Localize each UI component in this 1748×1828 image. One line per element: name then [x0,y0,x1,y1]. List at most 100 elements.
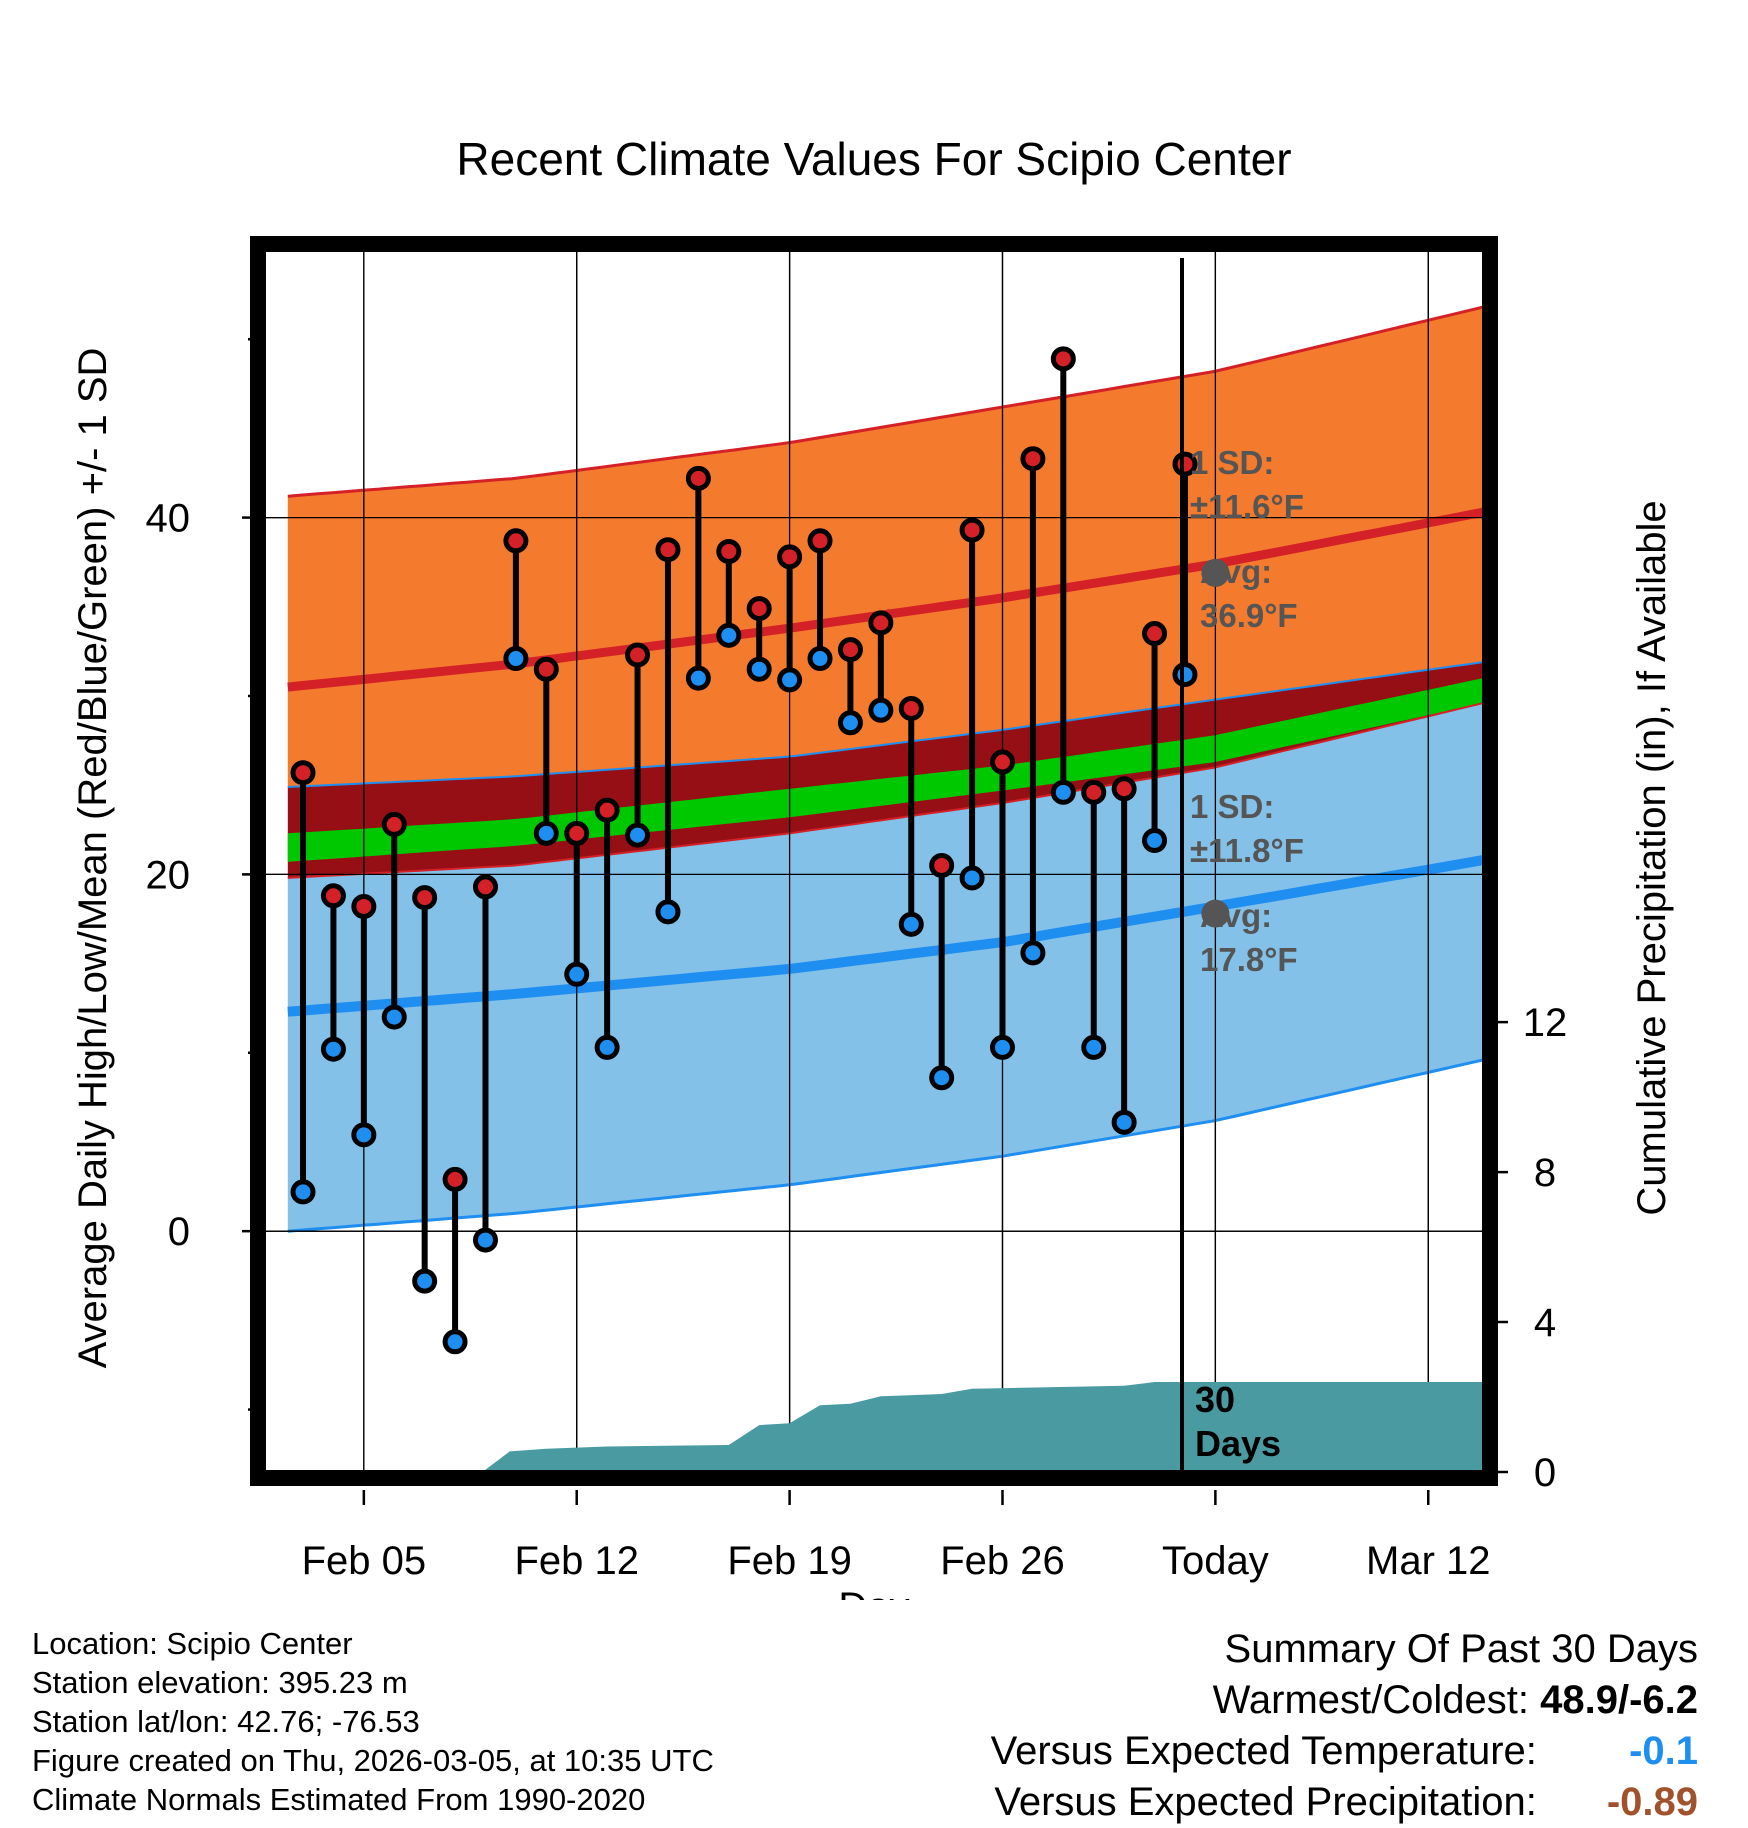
obs-high-point [564,820,590,846]
high-avg-label: Avg: [1200,553,1272,590]
obs-low-point [685,665,711,691]
low-avg-label: Avg: [1200,897,1272,934]
y-left-tick-label: 40 [146,497,191,541]
obs-low-point [1111,1109,1137,1135]
high-upper-line [287,305,1483,498]
obs-high-point [503,528,529,554]
x-tick-label: Today [1162,1539,1269,1583]
temp-departure-row: Versus Expected Temperature: -0.1 [991,1726,1698,1777]
y-right-tick-label: 4 [1534,1301,1556,1345]
obs-high-point [381,811,407,837]
low-upper-line [287,702,1483,879]
obs-low-point [381,1004,407,1030]
obs-low-point [412,1268,438,1294]
obs-low-point [1020,940,1046,966]
warm-cold-label: Warmest/Coldest: [1212,1678,1529,1722]
obs-low-point [625,822,651,848]
obs-low-point [837,710,863,736]
obs-high-point [868,610,894,636]
latlon-text: Station lat/lon: 42.76; -76.53 [32,1704,420,1739]
obs-high-point [1020,446,1046,472]
obs-high-point [807,528,833,554]
created-text: Figure created on Thu, 2026-03-05, at 10… [32,1743,714,1778]
chart-title: Recent Climate Values For Scipio Center [456,133,1291,185]
warm-cold-value: 48.9/-6.2 [1540,1678,1698,1722]
obs-high-point [442,1166,468,1192]
summary-panel: Summary Of Past 30 Days Warmest/Coldest:… [991,1624,1698,1828]
y-axis-left-label: Average Daily High/Low/Mean (Red/Blue/Gr… [71,348,115,1369]
annotations: 1 SD: ±11.6°F Avg: 36.9°F 1 SD: ±11.8°F … [1180,258,1304,1472]
obs-high-point [594,797,620,823]
high-sd-label: 1 SD: [1190,444,1274,481]
plot-frame [250,236,1498,1486]
temp-departure-value: -0.1 [1629,1729,1698,1773]
obs-low-point [290,1179,316,1205]
x-tick-label: Feb 19 [727,1539,852,1583]
precip-departure-label: Versus Expected Precipitation: [994,1780,1537,1824]
high-sd-value: ±11.6°F [1190,488,1304,525]
low-sd-value: ±11.8°F [1190,832,1304,869]
obs-low-point [320,1036,346,1062]
x-tick-label: Mar 12 [1366,1539,1491,1583]
precip-label-number: 30 [1195,1379,1235,1420]
normals-text: Climate Normals Estimated From 1990-2020 [32,1782,646,1817]
obs-low-point [716,622,742,648]
obs-low-point [746,656,772,682]
obs-high-point [1172,451,1198,477]
obs-high-point [1050,346,1076,372]
obs-low-point [1081,1034,1107,1060]
obs-high-point [1142,621,1168,647]
x-tick-label: Feb 12 [514,1539,639,1583]
obs-high-point [898,695,924,721]
obs-high-point [412,885,438,911]
obs-high-point [290,760,316,786]
y-right-tick-label: 12 [1523,1001,1568,1045]
precip-area-group [287,1382,1483,1472]
x-tick-label: Feb 26 [940,1539,1065,1583]
obs-high-point [533,656,559,682]
obs-low-point [1142,827,1168,853]
low-sd-label: 1 SD: [1190,788,1274,825]
observations [290,346,1198,1355]
high-avg-value: 36.9°F [1200,597,1298,634]
precip-departure-value: -0.89 [1606,1780,1698,1824]
obs-low-point [655,899,681,925]
y-axis-right-label: Cumulative Precipitation (in), If Availa… [1630,500,1674,1215]
obs-high-point [989,749,1015,775]
obs-low-point [959,865,985,891]
summary-heading: Summary Of Past 30 Days [1224,1627,1698,1671]
mean-band [287,678,1483,862]
obs-high-point [472,874,498,900]
obs-low-point [503,646,529,672]
obs-high-point [716,538,742,564]
precip-area [287,1382,1483,1472]
x-axis-label: Day [838,1585,909,1600]
obs-low-point [898,911,924,937]
obs-low-point [1172,662,1198,688]
precip-label-days: Days [1195,1423,1281,1464]
precip-departure-row: Versus Expected Precipitation: -0.89 [991,1777,1698,1828]
high-lower-line [287,661,1483,788]
obs-low-point [989,1034,1015,1060]
obs-high-point [959,517,985,543]
y-left-tick-label: 0 [168,1210,190,1254]
obs-low-point [351,1122,377,1148]
y-left-tick-label: 20 [146,853,191,897]
obs-low-point [442,1329,468,1355]
obs-high-point [929,852,955,878]
axes: 0 20 40 0 4 8 12 Feb 05 Feb 12 Feb 19 Feb 26 Today M… [146,337,1568,1583]
low-sd-band [287,703,1483,1232]
y-right-tick-label: 8 [1534,1151,1556,1195]
obs-low-point [594,1034,620,1060]
elevation-text: Station elevation: 395.23 m [32,1665,408,1700]
obs-high-point [685,465,711,491]
x-tick-label: Feb 05 [302,1539,427,1583]
low-avg-marker [1201,899,1230,928]
obs-high-point [320,883,346,909]
obs-high-point [655,537,681,563]
obs-low-point [868,697,894,723]
obs-low-point [807,646,833,672]
y-right-tick-label: 0 [1534,1451,1556,1495]
obs-high-point [1081,779,1107,805]
high-avg-marker [1201,558,1230,587]
